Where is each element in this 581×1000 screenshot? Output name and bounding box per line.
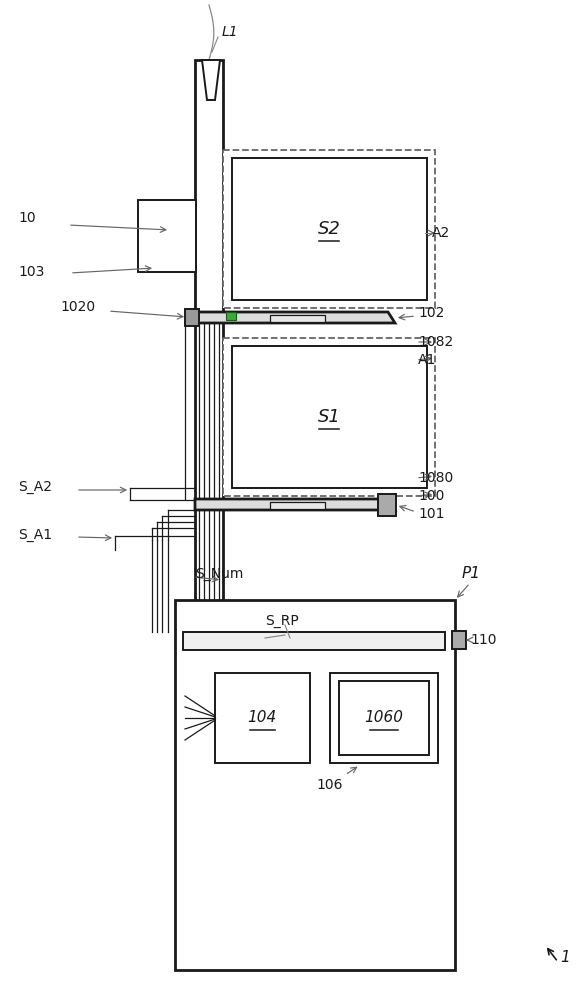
Text: 103: 103 [18, 265, 44, 279]
Text: 100: 100 [418, 489, 444, 503]
Text: 106: 106 [317, 778, 343, 792]
Bar [232, 158, 427, 300]
Text: 1: 1 [560, 950, 570, 966]
Text: 104: 104 [248, 710, 277, 726]
Text: A2: A2 [432, 226, 450, 240]
Text: S1: S1 [318, 408, 340, 426]
Polygon shape [195, 312, 395, 323]
Text: 1080: 1080 [418, 471, 453, 485]
Bar [270, 315, 325, 322]
Text: 1020: 1020 [60, 300, 95, 314]
Bar [183, 632, 445, 650]
Bar [185, 309, 199, 326]
Text: 101: 101 [418, 507, 444, 521]
Bar [330, 673, 438, 763]
Text: S2: S2 [318, 220, 340, 238]
Bar [175, 600, 455, 970]
Bar [232, 346, 427, 488]
Text: S_Num: S_Num [195, 567, 243, 581]
Bar [215, 673, 310, 763]
Text: P1: P1 [462, 566, 481, 580]
Bar [226, 312, 236, 320]
Text: 10: 10 [18, 211, 35, 225]
Text: S_A1: S_A1 [18, 528, 52, 542]
Bar [270, 502, 325, 509]
Text: L1: L1 [222, 25, 239, 39]
Text: A1: A1 [418, 353, 436, 367]
Bar [223, 338, 435, 496]
Bar [195, 60, 223, 930]
Text: 110: 110 [470, 633, 497, 647]
Bar [452, 631, 466, 649]
Text: 1060: 1060 [364, 710, 403, 726]
Text: 1082: 1082 [418, 335, 453, 349]
Text: S_RP: S_RP [265, 614, 299, 628]
Bar [339, 681, 429, 755]
Bar [223, 150, 435, 308]
Polygon shape [195, 499, 395, 510]
Bar [378, 494, 396, 516]
Text: S_A2: S_A2 [18, 480, 52, 494]
Polygon shape [202, 60, 220, 100]
Bar [138, 200, 196, 272]
Text: 102: 102 [418, 306, 444, 320]
